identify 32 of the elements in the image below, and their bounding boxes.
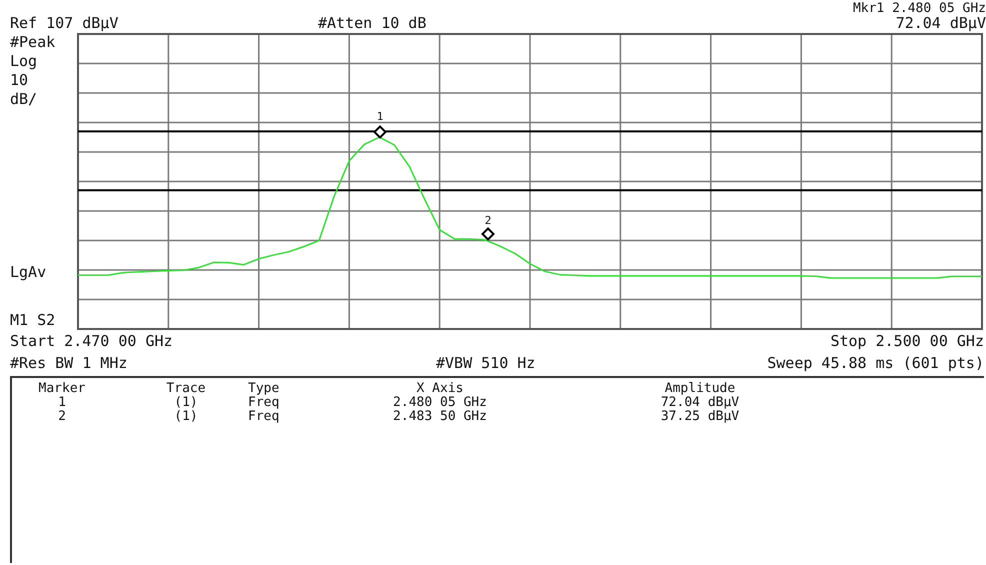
text: #VBW 510 Hz	[436, 354, 536, 372]
text: Type	[248, 380, 280, 396]
text: Amplitude	[664, 380, 736, 396]
text: 72.04 dBµV	[896, 14, 986, 32]
text: Marker	[38, 380, 86, 396]
text: 2.483 50 GHz	[393, 408, 487, 426]
text: LgAv	[10, 263, 46, 281]
text: X Axis	[416, 380, 464, 396]
text: Ref 107 dBµV	[10, 14, 118, 32]
text: 2.480 05 GHz	[393, 394, 487, 410]
text: (1)	[174, 394, 198, 410]
text: (1)	[174, 408, 198, 426]
text: #Peak	[10, 33, 56, 51]
text: Mkr1 2.480 05 GHz	[852, 0, 986, 16]
text: 10	[10, 71, 28, 89]
text: Freq	[248, 395, 280, 410]
text: Log	[10, 52, 38, 70]
text: Start 2.470 00 GHz	[10, 332, 173, 350]
text: Freq	[248, 409, 280, 426]
text: 2	[58, 408, 66, 426]
text: 1	[58, 394, 66, 410]
text: Sweep 45.88 ms (601 pts)	[767, 354, 984, 372]
text: Stop 2.500 00 GHz	[830, 332, 984, 350]
text: Trace	[166, 380, 206, 396]
annotation: 2	[484, 213, 492, 229]
text: 1	[376, 109, 384, 125]
text: M1 S2	[10, 311, 56, 329]
text: dB/	[10, 90, 38, 108]
text: #Res BW 1 MHz	[10, 354, 128, 372]
text: #Atten 10 dB	[318, 14, 426, 32]
text: 37.25 dBµV	[660, 409, 740, 426]
text: 72.04 dBµV	[660, 395, 740, 410]
